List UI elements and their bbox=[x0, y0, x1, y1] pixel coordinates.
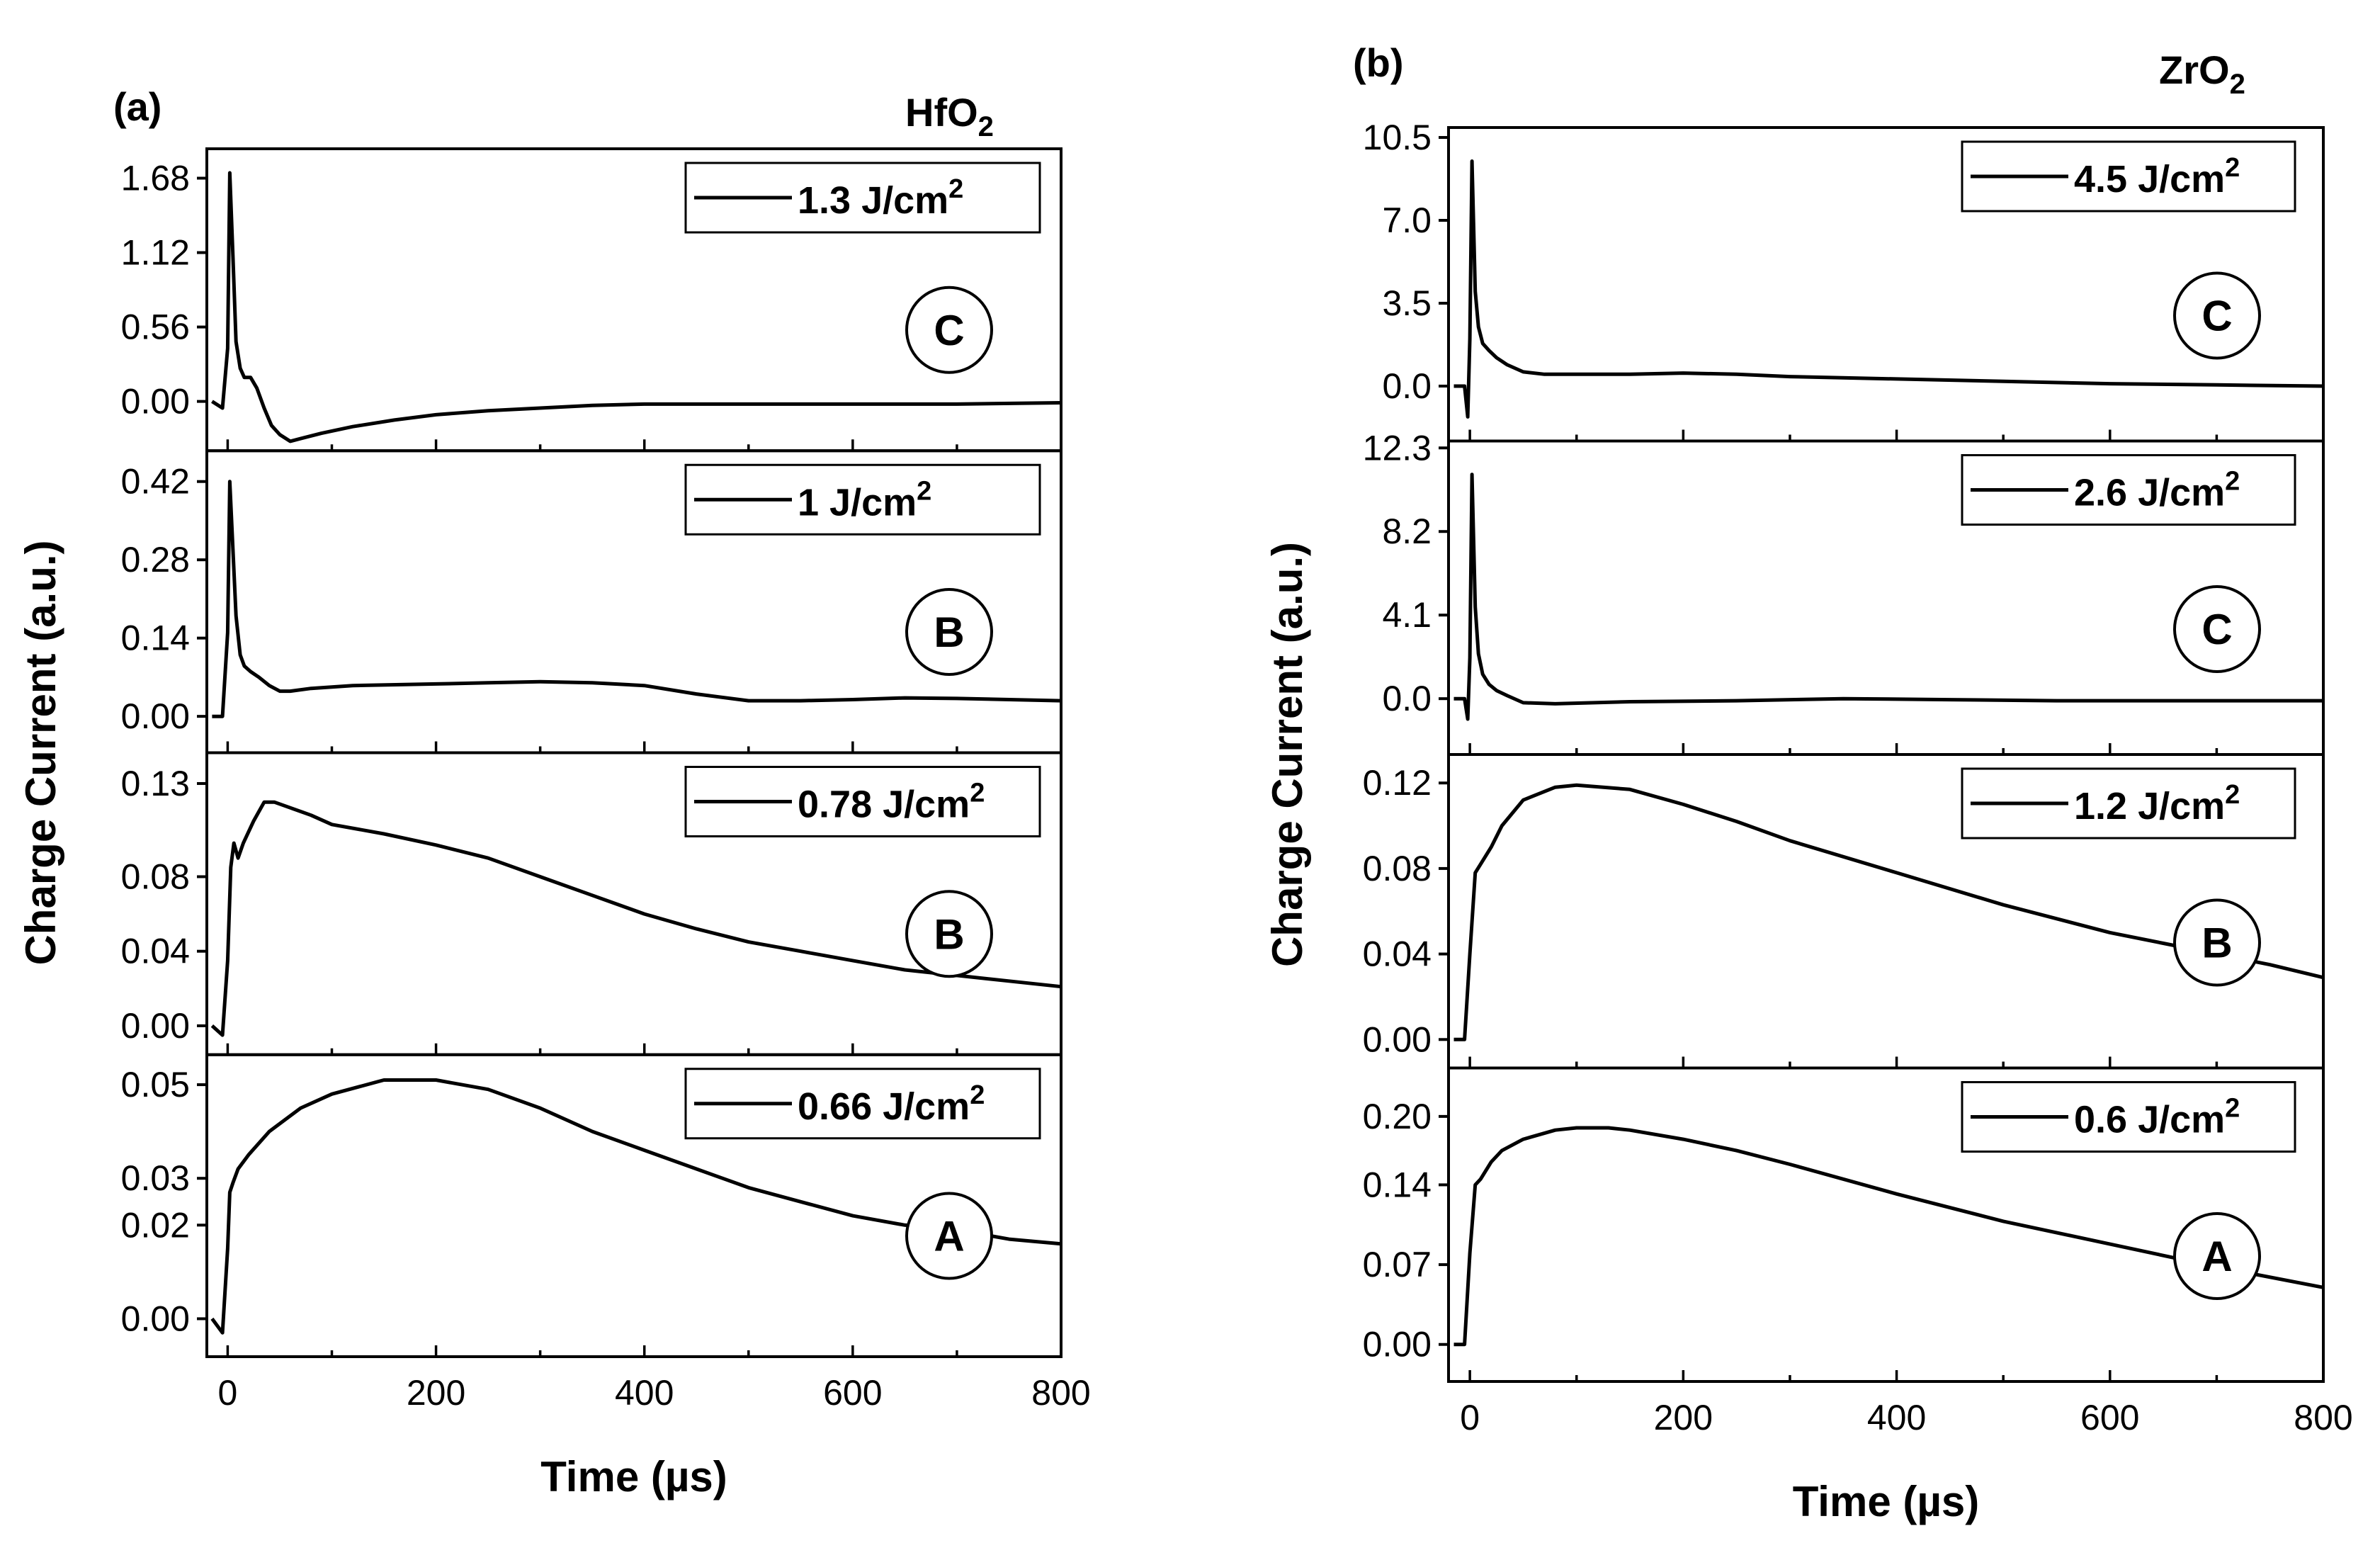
y-tick-label: 0.12 bbox=[1363, 763, 1432, 803]
tag-circle bbox=[2173, 898, 2261, 987]
y-tick-label: 0.00 bbox=[121, 1006, 190, 1046]
legend-label: 1 J/cm2 bbox=[798, 476, 931, 524]
y-tick-label: 0.00 bbox=[121, 1299, 190, 1338]
panel-b-zro2: (b) ZrO2 0.0 3.5 7.0 10.5 4.5 J/cm2 C 0.0 4.1 8.2 1… bbox=[1264, 40, 2353, 1525]
x-tick-label: 800 bbox=[1031, 1373, 1090, 1413]
y-tick-label: 0.07 bbox=[1363, 1245, 1432, 1284]
subplot-4: 0.00 0.02 0.03 0.05 0.66 J/cm2 A bbox=[121, 1053, 1062, 1358]
subplot-3: 0.00 0.04 0.08 0.12 1.2 J/cm2 B bbox=[1363, 753, 2325, 1070]
y-tick-label: 10.5 bbox=[1363, 118, 1432, 157]
tag-circle bbox=[905, 286, 993, 374]
plot-frame bbox=[205, 1053, 1062, 1358]
y-axis-title: Charge Current (a.u.) bbox=[1264, 542, 1311, 967]
subplot-4: 0.00 0.07 0.14 0.20 0.6 J/cm2 A bbox=[1363, 1066, 2325, 1383]
x-tick-label: 200 bbox=[407, 1373, 465, 1413]
x-axis-title: Time (µs) bbox=[1793, 1478, 1980, 1525]
series-line bbox=[210, 800, 1062, 1037]
legend-label: 4.5 J/cm2 bbox=[2074, 153, 2240, 200]
y-tick-label: 0.0 bbox=[1382, 679, 1432, 718]
y-tick-label: 3.5 bbox=[1382, 283, 1432, 323]
legend-box bbox=[1961, 767, 2296, 840]
series-line bbox=[1454, 159, 2324, 419]
tag-circle bbox=[905, 588, 993, 676]
legend-label: 1.2 J/cm2 bbox=[2074, 780, 2240, 827]
y-tick-label: 0.00 bbox=[1363, 1325, 1432, 1364]
y-tick-label: 0.00 bbox=[121, 696, 190, 736]
tag-label: C bbox=[934, 307, 964, 354]
tag-circle bbox=[905, 890, 993, 978]
panel-a-hfo2: (a) HfO2 0.00 0.56 1.12 1.68 1.3 J/cm2 C 0.00 0.1… bbox=[17, 84, 1091, 1500]
y-tick-label: 0.00 bbox=[121, 382, 190, 422]
x-tick-label: 200 bbox=[1654, 1398, 1713, 1437]
panel-label: (b) bbox=[1353, 40, 1404, 85]
y-tick-label: 0.0 bbox=[1382, 366, 1432, 406]
series-line bbox=[1454, 1126, 2324, 1347]
subplot-2: 0.0 4.1 8.2 12.3 2.6 J/cm2 C bbox=[1363, 428, 2325, 756]
y-tick-label: 0.42 bbox=[121, 462, 190, 502]
x-tick-label: 400 bbox=[615, 1373, 674, 1413]
y-tick-label: 0.04 bbox=[121, 932, 190, 971]
tag-circle bbox=[2173, 1212, 2261, 1300]
material-title: HfO2 bbox=[905, 90, 994, 142]
y-tick-label: 0.08 bbox=[121, 857, 190, 896]
y-tick-label: 0.20 bbox=[1363, 1097, 1432, 1136]
tag-label: A bbox=[934, 1213, 964, 1260]
tag-circle bbox=[905, 1192, 993, 1280]
tag-label: A bbox=[2202, 1233, 2232, 1280]
y-tick-label: 0.14 bbox=[1363, 1165, 1432, 1204]
x-tick-label: 600 bbox=[823, 1373, 882, 1413]
x-tick-label: 600 bbox=[2080, 1398, 2139, 1437]
series-line bbox=[1454, 783, 2324, 1041]
tag-label: B bbox=[934, 910, 964, 958]
y-tick-label: 0.56 bbox=[121, 307, 190, 347]
y-axis-title: Charge Current (a.u.) bbox=[17, 540, 64, 965]
subplot-1: 0.0 3.5 7.0 10.5 4.5 J/cm2 C bbox=[1363, 118, 2325, 443]
y-tick-label: 0.03 bbox=[121, 1158, 190, 1198]
tag-label: C bbox=[2202, 293, 2232, 340]
series-line bbox=[212, 480, 1062, 718]
x-tick-label: 0 bbox=[1460, 1398, 1480, 1437]
series-line bbox=[211, 171, 1062, 443]
series-line bbox=[1454, 473, 2323, 721]
tag-label: C bbox=[2202, 606, 2232, 653]
legend-label: 0.6 J/cm2 bbox=[2074, 1094, 2240, 1141]
y-tick-label: 0.28 bbox=[121, 540, 190, 580]
tag-label: B bbox=[2202, 920, 2232, 967]
x-tick-label: 400 bbox=[1867, 1398, 1926, 1437]
y-tick-label: 1.12 bbox=[121, 233, 190, 273]
y-tick-label: 0.04 bbox=[1363, 934, 1432, 974]
y-tick-label: 4.1 bbox=[1382, 595, 1432, 635]
tag-circle bbox=[2173, 585, 2261, 673]
y-tick-label: 0.13 bbox=[121, 764, 190, 803]
subplot-2: 0.00 0.14 0.28 0.42 1 J/cm2 B bbox=[121, 449, 1062, 754]
legend-label: 1.3 J/cm2 bbox=[798, 174, 963, 222]
tag-circle bbox=[2173, 271, 2261, 360]
y-tick-label: 0.00 bbox=[1363, 1019, 1432, 1059]
plot-frame bbox=[1447, 1066, 2325, 1383]
tag-label: B bbox=[934, 609, 964, 656]
x-tick-label: 0 bbox=[218, 1373, 238, 1413]
y-tick-label: 8.2 bbox=[1382, 511, 1432, 551]
y-tick-label: 0.14 bbox=[121, 618, 190, 658]
subplot-3: 0.00 0.04 0.08 0.13 0.78 J/cm2 B bbox=[121, 751, 1062, 1056]
legend-label: 2.6 J/cm2 bbox=[2074, 467, 2240, 514]
y-tick-label: 1.68 bbox=[121, 159, 190, 198]
y-tick-label: 0.08 bbox=[1363, 849, 1432, 888]
series-line bbox=[210, 1078, 1062, 1335]
y-tick-label: 0.02 bbox=[121, 1205, 190, 1245]
subplot-1: 0.00 0.56 1.12 1.68 1.3 J/cm2 C bbox=[121, 147, 1062, 453]
panel-label: (a) bbox=[113, 84, 162, 129]
y-tick-label: 0.05 bbox=[121, 1065, 190, 1104]
material-title: ZrO2 bbox=[2159, 47, 2245, 100]
y-tick-label: 7.0 bbox=[1382, 200, 1432, 240]
x-axis-title: Time (µs) bbox=[540, 1453, 727, 1500]
x-tick-label: 800 bbox=[2294, 1398, 2352, 1437]
legend-label: 0.66 J/cm2 bbox=[798, 1080, 985, 1128]
legend-label: 0.78 J/cm2 bbox=[798, 779, 985, 826]
y-tick-label: 12.3 bbox=[1363, 428, 1432, 468]
